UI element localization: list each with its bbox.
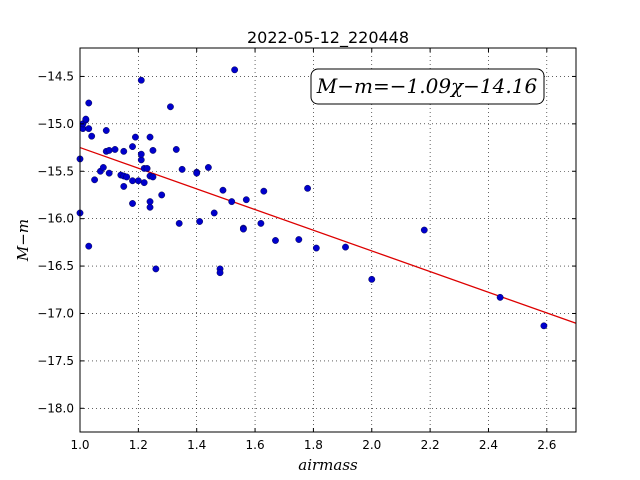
data-point xyxy=(82,115,90,123)
chart-title: 2022-05-12_220448 xyxy=(247,28,409,48)
data-point xyxy=(342,243,349,251)
data-point xyxy=(193,169,201,177)
x-tick-label: 1.4 xyxy=(187,438,206,452)
data-point xyxy=(99,164,107,171)
x-tick-label: 1.6 xyxy=(246,438,265,452)
data-point xyxy=(204,164,212,171)
y-tick-labels: −14.5 −15.0 −15.5 −16.0 −16.5 −17.0 −17.5 −18.0 xyxy=(37,69,74,415)
data-point xyxy=(178,165,186,173)
data-point xyxy=(105,169,113,177)
x-tick-label: 1.8 xyxy=(304,438,323,452)
data-point xyxy=(129,200,136,207)
data-point xyxy=(120,147,128,155)
data-point xyxy=(219,186,227,194)
x-axis-label: airmass xyxy=(298,456,358,474)
fit-line-group xyxy=(79,146,577,324)
data-point xyxy=(149,173,157,181)
fit-equation: M−m=−1.09χ−14.16 xyxy=(316,74,538,98)
data-point xyxy=(216,269,224,277)
plot-frame xyxy=(79,47,577,433)
data-point xyxy=(312,244,320,252)
data-point xyxy=(540,322,548,330)
data-point xyxy=(129,143,136,151)
data-point xyxy=(85,125,93,132)
data-point xyxy=(140,179,148,187)
x-tick-label: 2.6 xyxy=(537,438,556,452)
data-point xyxy=(91,176,98,184)
x-tick-label: 1.0 xyxy=(70,438,89,452)
data-point xyxy=(496,293,504,301)
data-point xyxy=(85,242,93,250)
data-point xyxy=(304,184,311,192)
data-point xyxy=(129,177,136,185)
y-tick-label: −14.5 xyxy=(37,69,74,83)
data-point xyxy=(158,191,166,199)
data-point xyxy=(295,236,303,243)
y-tick-label: −16.5 xyxy=(37,259,74,273)
data-point xyxy=(132,133,139,141)
y-tick-label: −17.5 xyxy=(37,354,74,368)
data-point xyxy=(239,225,247,233)
data-point xyxy=(134,177,142,185)
data-point xyxy=(152,265,160,273)
x-tick-label: 2.0 xyxy=(362,438,381,452)
data-point xyxy=(146,133,154,141)
x-tick-label: 1.2 xyxy=(129,438,148,452)
data-point xyxy=(172,146,180,153)
data-point xyxy=(167,103,174,111)
data-point xyxy=(137,156,145,164)
data-point xyxy=(120,183,128,190)
data-point xyxy=(102,127,110,134)
data-point xyxy=(143,165,151,172)
y-axis-label: M−m xyxy=(14,219,32,262)
data-point xyxy=(231,66,239,74)
data-points xyxy=(76,66,548,330)
data-point xyxy=(137,150,145,158)
y-tick-label: −15.5 xyxy=(37,164,74,178)
data-point xyxy=(111,146,119,153)
data-point xyxy=(420,226,428,234)
data-point xyxy=(175,220,183,227)
data-point xyxy=(88,132,96,140)
y-tick-label: −18.0 xyxy=(37,401,74,415)
data-point xyxy=(228,198,236,206)
y-tick-label: −15.0 xyxy=(37,117,74,131)
data-point xyxy=(368,275,376,283)
data-point xyxy=(123,173,131,181)
data-point xyxy=(210,209,218,217)
grid-lines xyxy=(79,48,576,432)
annotation-box: M−m=−1.09χ−14.16 xyxy=(310,68,545,105)
x-tick-label: 2.4 xyxy=(479,438,498,452)
x-tick-labels: 1.0 1.2 1.4 1.6 1.8 2.0 2.2 2.4 2.6 xyxy=(70,438,556,452)
data-point xyxy=(146,203,154,211)
data-point xyxy=(137,76,145,84)
data-point xyxy=(272,237,279,244)
data-point xyxy=(146,198,154,206)
y-tick-label: −17.0 xyxy=(37,306,74,320)
data-point xyxy=(105,146,113,154)
data-point xyxy=(257,220,265,227)
fit-line xyxy=(79,146,577,324)
data-point xyxy=(242,196,250,204)
axis-ticks xyxy=(79,48,576,432)
data-point xyxy=(149,146,157,154)
data-point xyxy=(196,218,204,225)
x-tick-label: 2.2 xyxy=(421,438,440,452)
data-point xyxy=(260,187,268,195)
data-point xyxy=(85,99,93,107)
y-tick-label: −16.0 xyxy=(37,212,74,226)
